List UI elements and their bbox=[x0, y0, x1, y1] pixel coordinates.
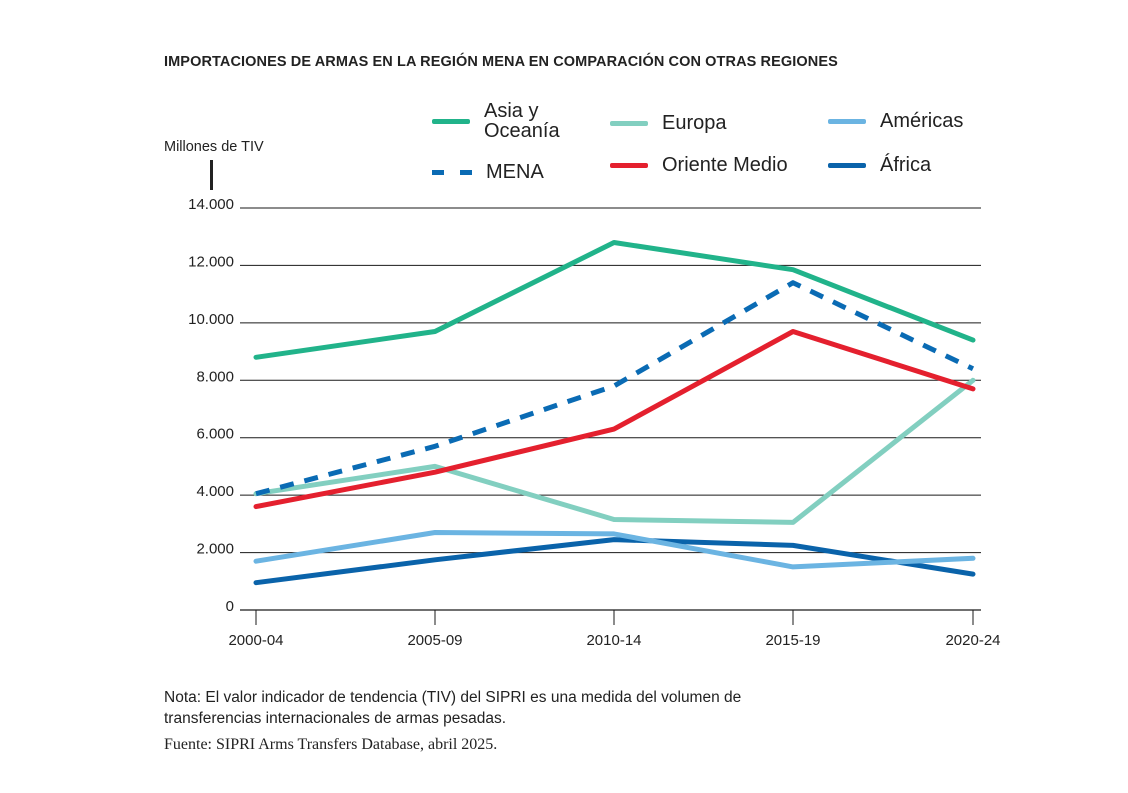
legend-swatch bbox=[610, 162, 648, 168]
x-tick-label: 2010-14 bbox=[586, 632, 641, 649]
series-lines bbox=[253, 240, 976, 586]
chart-note: Nota: El valor indicador de tendencia (T… bbox=[164, 689, 742, 727]
legend-label: Oriente Medio bbox=[662, 154, 788, 176]
y-tick-label: 10.000 bbox=[188, 311, 234, 328]
y-tick-label: 4.000 bbox=[196, 483, 234, 500]
legend-label: Europa bbox=[662, 112, 727, 134]
legend-swatch bbox=[610, 120, 648, 126]
legend-swatch bbox=[432, 169, 472, 175]
y-axis-label: Millones de TIV bbox=[164, 139, 264, 155]
legend-swatch bbox=[432, 118, 470, 124]
x-tick-label: 2015-19 bbox=[765, 632, 820, 649]
chart-source: Fuente: SIPRI Arms Transfers Database, a… bbox=[164, 736, 498, 753]
y-tick-label: 12.000 bbox=[188, 253, 234, 270]
legend-label: África bbox=[880, 154, 932, 176]
legend-item-asia: Asia y Oceanía bbox=[432, 101, 560, 141]
y-tick-label: 0 bbox=[226, 598, 234, 615]
chart-title: IMPORTACIONES DE ARMAS EN LA REGIÓN MENA… bbox=[164, 54, 838, 70]
legend-item-mena: MENA bbox=[432, 162, 544, 182]
series-line-africa bbox=[253, 537, 976, 586]
series-line-asia bbox=[253, 240, 976, 360]
legend-item-europa: Europa bbox=[610, 113, 727, 133]
x-tick-label: 2005-09 bbox=[407, 632, 462, 649]
series-line-americas bbox=[253, 530, 976, 570]
y-axis-label-marker bbox=[210, 160, 213, 190]
legend-swatch bbox=[828, 162, 866, 168]
legend-item-africa: África bbox=[828, 155, 931, 175]
legend-item-americas: Américas bbox=[828, 111, 963, 131]
series-line-oriente bbox=[253, 329, 976, 510]
y-axis-ticks: 0 2.000 4.000 6.000 8.000 10.000 12.000 14.000 bbox=[188, 196, 234, 615]
x-tick-label: 2020-24 bbox=[945, 632, 1000, 649]
x-tick-label: 2000-04 bbox=[228, 632, 283, 649]
legend-label: Asia y Oceanía bbox=[484, 100, 560, 142]
y-tick-label: 14.000 bbox=[188, 196, 234, 213]
legend-item-oriente: Oriente Medio bbox=[610, 155, 788, 175]
legend-swatch bbox=[828, 118, 866, 124]
y-tick-label: 2.000 bbox=[196, 541, 234, 558]
y-tick-label: 6.000 bbox=[196, 426, 234, 443]
legend-label: Américas bbox=[880, 110, 964, 132]
series-line-europa bbox=[253, 377, 976, 525]
y-tick-label: 8.000 bbox=[196, 368, 234, 385]
legend-label: MENA bbox=[486, 161, 544, 183]
x-axis-ticks: 2000-04 2005-09 2010-14 2015-19 2020-24 bbox=[228, 610, 1001, 649]
gridlines bbox=[240, 207, 981, 611]
